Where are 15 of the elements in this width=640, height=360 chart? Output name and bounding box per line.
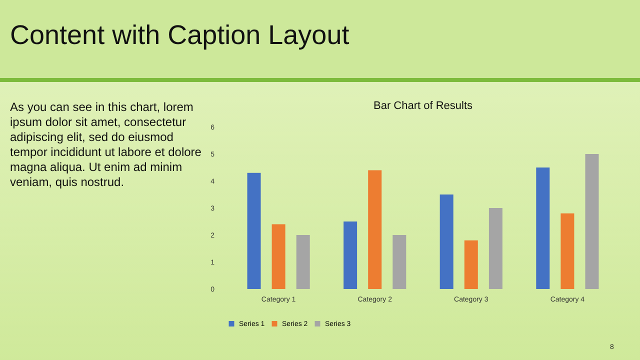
bar [536, 168, 550, 289]
bar [464, 240, 478, 289]
bar [488, 208, 502, 289]
bar [440, 194, 454, 289]
bar [585, 154, 599, 289]
bar [344, 222, 358, 289]
text: As you can see in this chart, lorem ipsum dolor sit amet, consectetur adipiscing elit, sed do eiusmod tempor incididunt ut labore et dolore magna aliqua. Ut enim ad minim veniam, quis nostrud. [10, 100, 202, 190]
bar [392, 235, 406, 289]
chart-title: Bar Chart of Results [373, 100, 474, 112]
bar [272, 224, 286, 289]
bar [296, 235, 310, 289]
bar [247, 172, 261, 289]
bar [560, 213, 574, 289]
text: Content with Caption Layout [10, 20, 350, 51]
bar [368, 170, 382, 289]
